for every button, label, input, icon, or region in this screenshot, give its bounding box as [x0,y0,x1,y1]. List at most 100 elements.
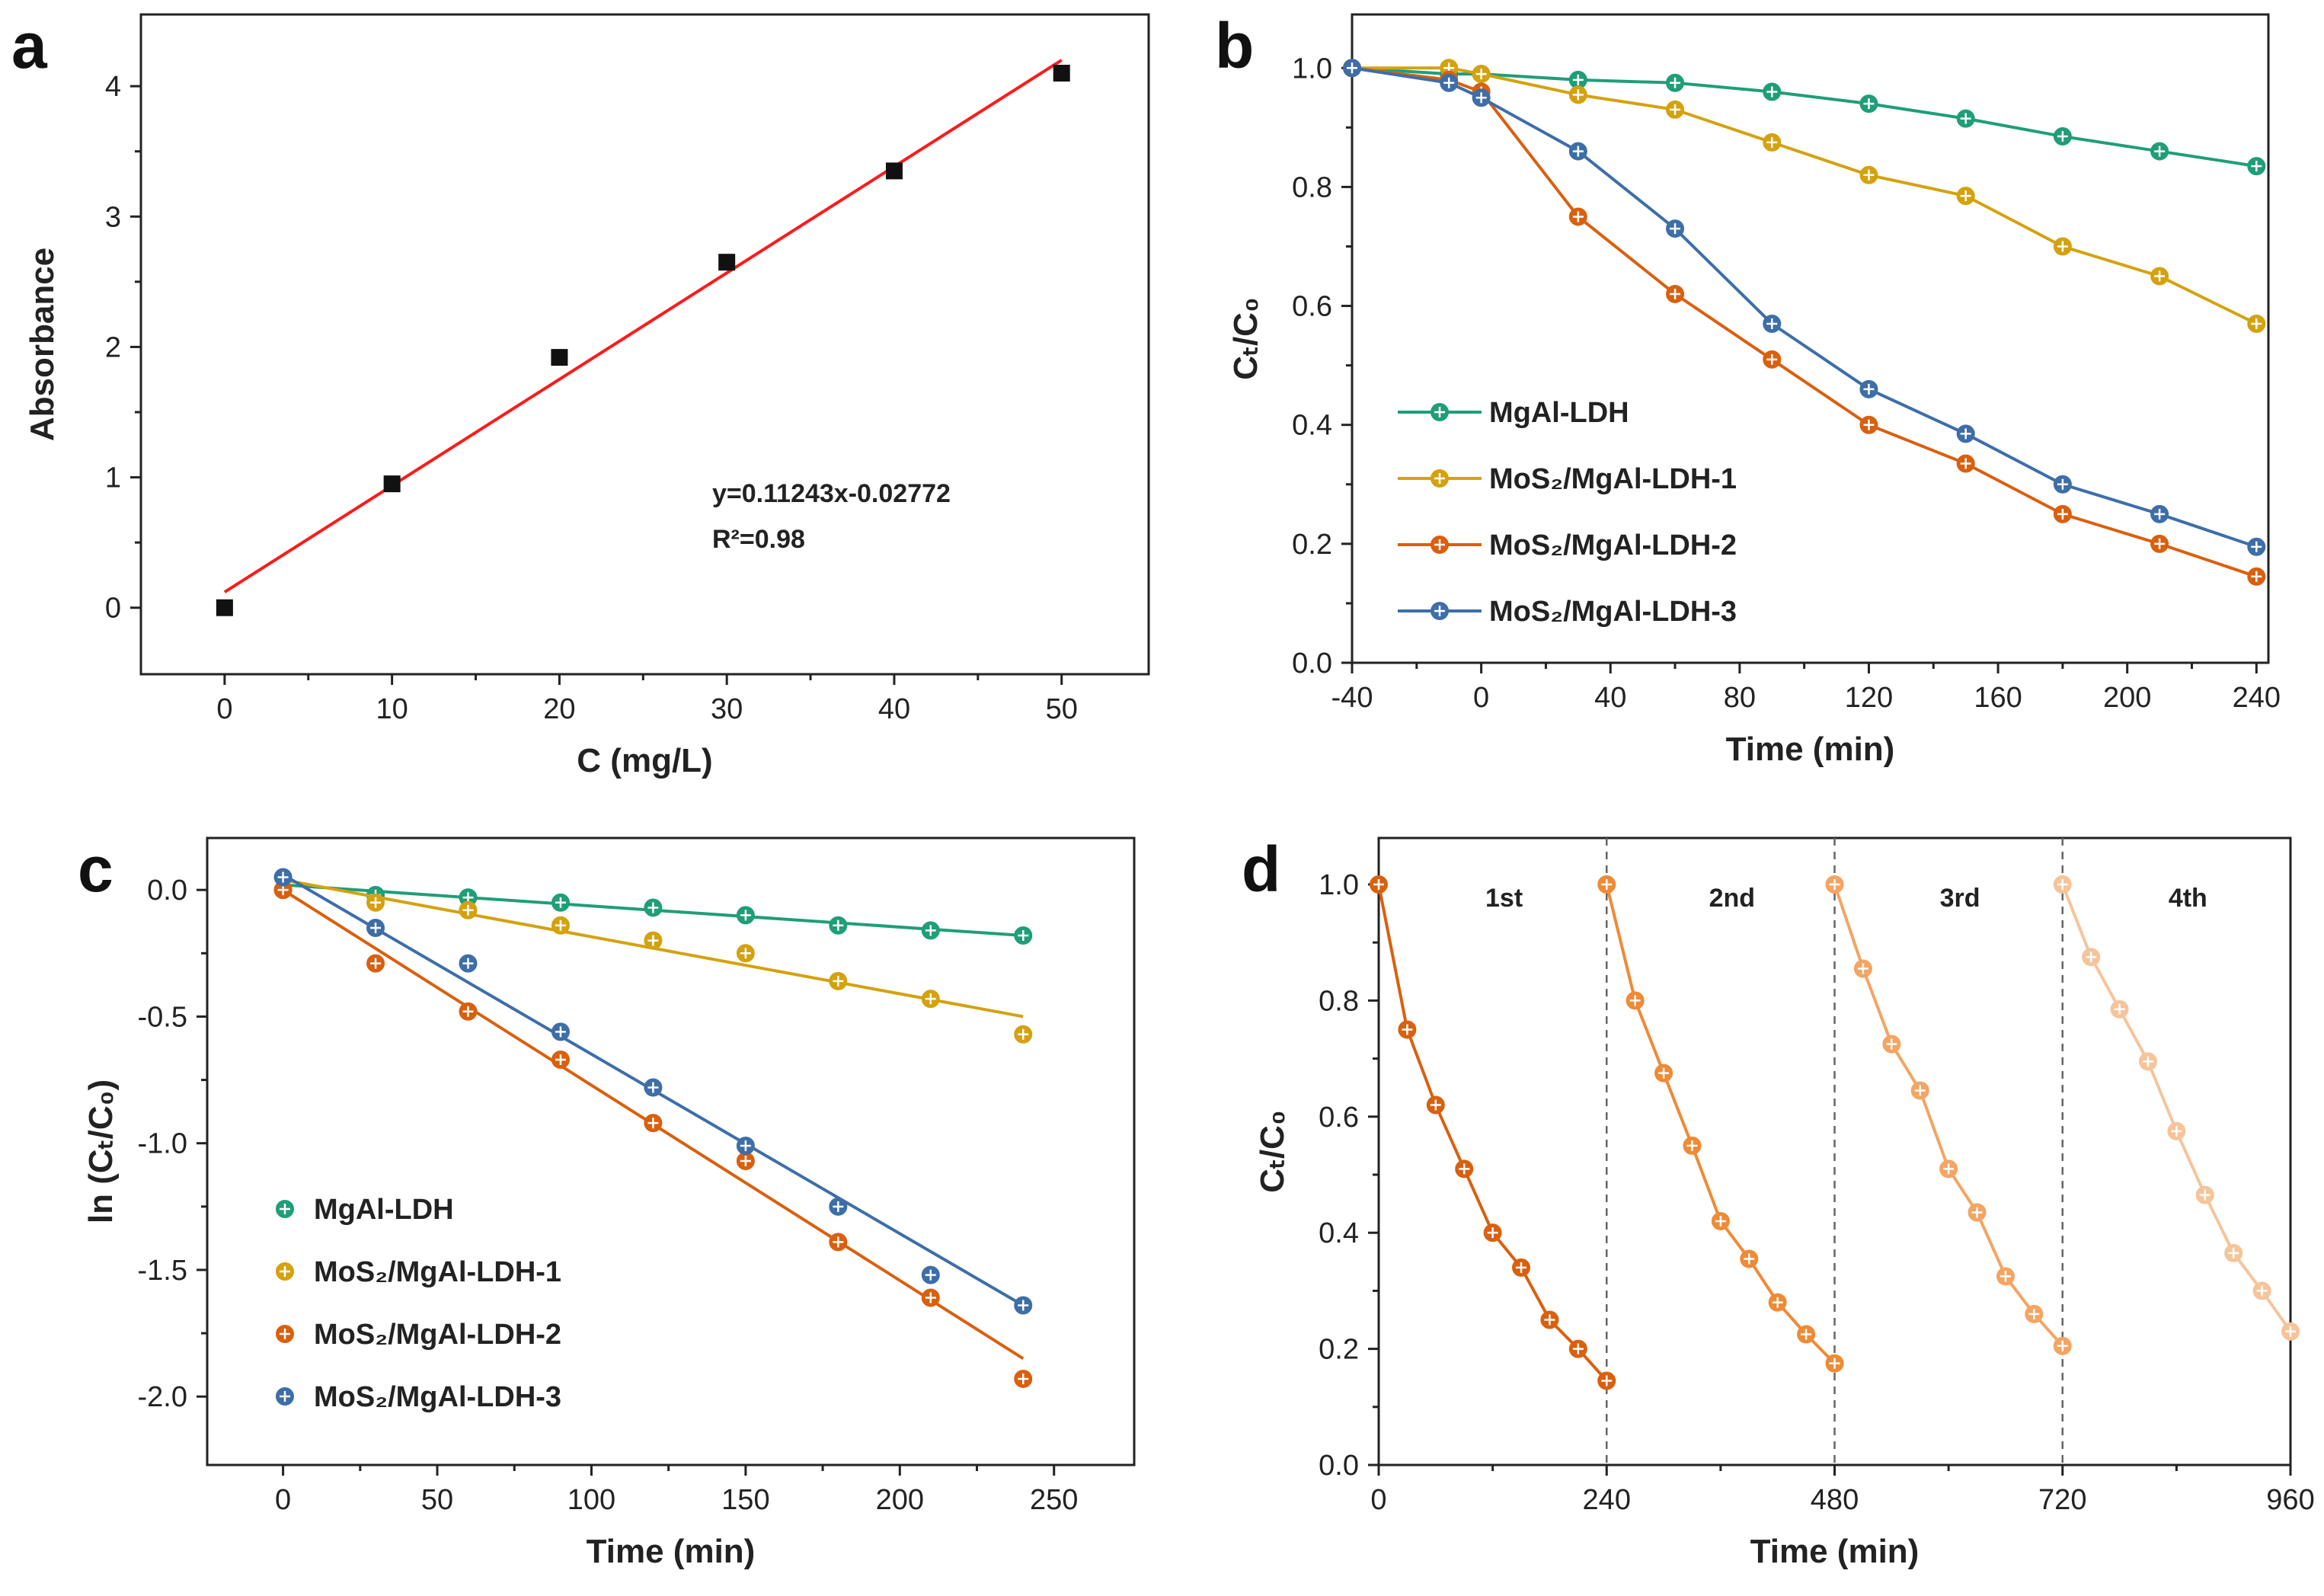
y-tick-label: 1 [105,462,121,494]
data-point-cross [647,935,659,946]
data-point-cross [1686,1140,1698,1151]
x-tick-label: 200 [2103,682,2151,714]
x-tick-label: 50 [421,1484,453,1516]
data-point-cross [2154,270,2166,282]
data-point-cross [2057,508,2068,520]
data-point-cross [1863,169,1875,181]
data-point-cross [1801,1329,1812,1340]
fit-line [223,59,1063,593]
y-tick-label: 2 [105,331,121,363]
plot-frame [206,836,1136,1466]
series-line [1605,884,1836,1365]
data-point-cross [833,975,844,987]
y-axis-label: Cₜ/C₀ [1227,297,1264,380]
data-point-cross [1475,92,1487,104]
panel-letter: a [11,10,48,82]
series-1: MoS₂/MgAl-LDH-1 [1343,59,2266,495]
data-point-cross [555,920,566,931]
y-axis-label: Absorbance [24,248,61,441]
x-tick-label: 160 [1974,682,2022,714]
data-point-cross [740,910,751,921]
fit-equation: y=0.11243x-0.02772 [712,479,951,508]
data-point-cross [2154,146,2166,157]
cycle-3: 4th [2053,875,2300,1341]
data-point-cross [462,1006,474,1017]
y-tick-label: -2.0 [138,1381,187,1413]
data-point-cross [2086,952,2097,963]
x-tick-label: 20 [543,693,575,725]
cycle-label: 4th [2169,884,2207,913]
data-point-cross [1829,1358,1840,1369]
data-point-cross [833,1236,844,1248]
legend-label: MoS₂/MgAl-LDH-3 [1489,596,1737,628]
x-tick-label: 100 [567,1484,615,1516]
data-point-cross [462,958,474,969]
data-point-cross [2199,1189,2211,1201]
data-point-cross [1670,77,1681,88]
data-point-cross [1572,89,1584,101]
y-tick-label: 1.0 [1292,53,1332,85]
data-point-cross [1715,1215,1726,1227]
panel-letter: b [1215,10,1254,82]
cycle-label: 2nd [1709,884,1755,913]
data-point [551,349,568,366]
series-3: MoS₂/MgAl-LDH-3 [273,868,1033,1413]
panel-b: b -40 0 40 80 120 160 200 240 0.0 0.2 0.4 0.6 0.8 1.0 T… [1215,10,2281,768]
data-point-cross [2251,571,2262,582]
data-point-cross [1829,878,1840,890]
data-point-cross [1018,930,1029,942]
x-tick-label: 200 [876,1484,924,1516]
series-2: MoS₂/MgAl-LDH-2 [273,881,1033,1388]
data-point-cross [555,1026,566,1038]
cycle-0: 1st [1370,875,1616,1390]
data-point-cross [1863,419,1875,430]
panel-d: d 0 240 480 720 960 0.0 0.2 0.4 0.6 0.8 1.0 Time (mi… [1242,833,2315,1570]
data-point-cross [1459,1163,1470,1175]
data-point-cross [833,920,844,931]
data-point [383,475,401,493]
x-axis-label: C (mg/L) [577,742,712,779]
series-3: MoS₂/MgAl-LDH-3 [1343,59,2266,628]
legend-label: MgAl-LDH [1489,397,1629,429]
data-point-cross [1863,98,1875,110]
data-point-cross [2251,161,2262,172]
data-point-cross [1766,318,1778,329]
panel-letter: c [78,833,113,905]
legend-label: MoS₂/MgAl-LDH-3 [314,1381,561,1413]
x-tick-label: -40 [1331,682,1373,714]
y-tick-label: 0.8 [1292,171,1332,203]
y-tick-label: 3 [105,201,121,233]
legend-marker-cross [1434,407,1445,417]
data-point-cross [1857,963,1868,974]
legend-label: MoS₂/MgAl-LDH-1 [314,1256,561,1288]
data-point-cross [2256,1285,2268,1297]
data-point-cross [833,1201,844,1212]
legend-marker-cross [280,1204,290,1214]
x-tick-label: 10 [376,693,408,725]
y-tick-label: -1.5 [138,1255,187,1287]
data-point-cross [2000,1271,2011,1282]
data-point-cross [925,925,936,936]
plot-frame [139,13,1150,676]
data-point-cross [1018,1300,1029,1311]
x-tick-label: 240 [2233,682,2281,714]
data-point-cross [1766,86,1778,98]
data-point-cross [2057,878,2068,890]
y-tick-label: 0.8 [1319,985,1359,1017]
series-line [1833,884,2064,1348]
cycle-1: 2nd [1597,875,1844,1373]
cycle-2: 3rd [1825,875,2072,1355]
data-point-cross [1744,1253,1755,1265]
data-point-cross [1772,1297,1783,1308]
data-point-cross [1914,1085,1926,1096]
data-point-cross [647,902,659,913]
data-point-cross [1373,878,1384,890]
data-point-cross [462,904,474,916]
series-line [1377,884,1608,1382]
y-tick-label: -1.0 [138,1128,187,1160]
data-point-cross [1018,1028,1029,1040]
data-point-cross [647,1082,659,1093]
legend-marker-cross [1434,539,1445,550]
data-point-cross [1670,223,1681,235]
legend-label: MoS₂/MgAl-LDH-2 [314,1319,561,1351]
